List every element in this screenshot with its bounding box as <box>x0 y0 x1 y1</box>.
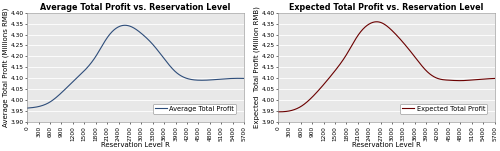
X-axis label: Reservation Level R: Reservation Level R <box>101 142 170 148</box>
Average Total Profit <box>189 79 195 80</box>
Expected Total Profit <box>276 111 281 113</box>
Expected Total Profit <box>462 80 468 81</box>
Legend: Average Total Profit: Average Total Profit <box>153 104 236 114</box>
Expected Total Profit <box>492 77 498 79</box>
Expected Total Profit <box>288 109 294 111</box>
Expected Total Profit <box>275 111 281 113</box>
Average Total Profit <box>211 79 217 81</box>
Average Total Profit <box>156 51 162 53</box>
X-axis label: Reservation Level R: Reservation Level R <box>352 142 421 148</box>
Line: Expected Total Profit: Expected Total Profit <box>278 22 494 112</box>
Average Total Profit <box>38 105 44 107</box>
Expected Total Profit <box>407 50 413 52</box>
Expected Total Profit <box>374 21 380 23</box>
Y-axis label: Average Total Profit (Millions RMB): Average Total Profit (Millions RMB) <box>3 8 10 127</box>
Average Total Profit <box>24 107 30 109</box>
Title: Expected Total Profit vs. Reservation Level: Expected Total Profit vs. Reservation Le… <box>289 3 484 12</box>
Expected Total Profit <box>414 58 420 60</box>
Average Total Profit <box>150 44 156 46</box>
Expected Total Profit <box>440 79 446 81</box>
Y-axis label: Expected  Total Profit (Million RMB): Expected Total Profit (Million RMB) <box>254 6 260 128</box>
Average Total Profit <box>162 60 168 61</box>
Average Total Profit <box>122 24 128 26</box>
Expected Total Profit <box>402 43 407 45</box>
Average Total Profit <box>241 77 247 79</box>
Legend: Expected Total Profit: Expected Total Profit <box>400 104 487 114</box>
Line: Average Total Profit: Average Total Profit <box>28 25 244 108</box>
Title: Average Total Profit vs. Reservation Level: Average Total Profit vs. Reservation Lev… <box>40 3 231 12</box>
